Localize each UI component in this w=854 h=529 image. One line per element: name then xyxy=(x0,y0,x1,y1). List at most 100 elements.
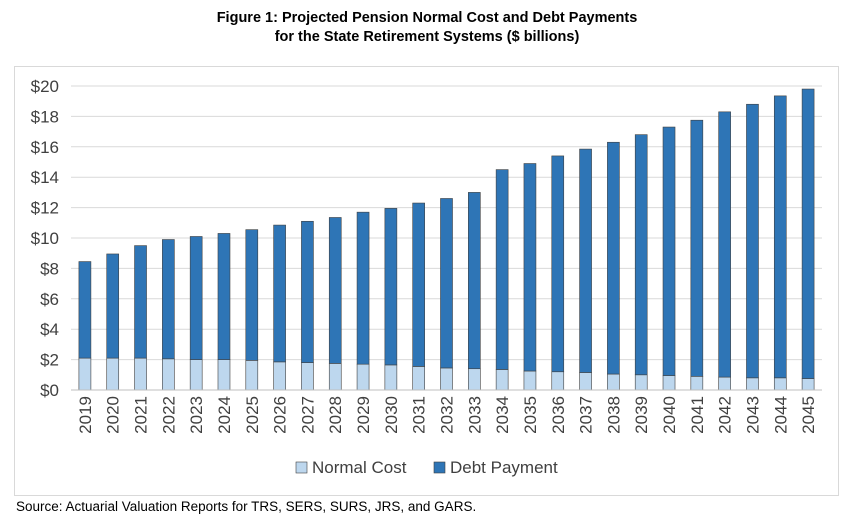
bar-normal-cost xyxy=(607,373,620,391)
bar-normal-cost xyxy=(801,378,815,391)
bar-debt-payment xyxy=(607,141,620,375)
bar-normal-cost xyxy=(356,363,370,391)
bar-normal-cost xyxy=(718,376,731,391)
bar-normal-cost xyxy=(495,369,509,391)
bar-normal-cost xyxy=(328,363,342,391)
bar-debt-payment xyxy=(245,229,259,361)
y-tick-label: $18 xyxy=(31,107,59,126)
bar-debt-payment xyxy=(189,236,203,360)
bar-normal-cost xyxy=(746,377,759,391)
bar-normal-cost xyxy=(690,376,704,391)
x-tick-label: 2040 xyxy=(660,396,679,434)
y-tick-label: $8 xyxy=(40,259,59,278)
bar-debt-payment xyxy=(356,211,370,365)
y-tick-label: $12 xyxy=(31,199,59,218)
bar-normal-cost xyxy=(245,360,259,391)
x-tick-label: 2039 xyxy=(632,396,651,434)
x-tick-label: 2023 xyxy=(187,396,206,434)
bar-normal-cost xyxy=(78,357,92,391)
x-tick-label: 2034 xyxy=(493,396,512,434)
x-tick-label: 2045 xyxy=(799,396,818,434)
y-tick-label: $16 xyxy=(31,138,59,157)
bar-debt-payment xyxy=(134,245,147,359)
bar-normal-cost xyxy=(551,371,565,391)
x-tick-label: 2024 xyxy=(215,396,234,434)
y-tick-label: $6 xyxy=(40,290,59,309)
bar-normal-cost xyxy=(301,362,314,391)
legend-swatch xyxy=(295,461,308,474)
bar-debt-payment xyxy=(551,155,565,373)
bar-debt-payment xyxy=(440,198,453,369)
legend-label: Normal Cost xyxy=(312,458,407,477)
x-tick-label: 2044 xyxy=(771,396,790,434)
bar-normal-cost xyxy=(662,375,676,391)
x-tick-label: 2031 xyxy=(410,396,429,434)
x-tick-label: 2027 xyxy=(298,396,317,434)
bar-normal-cost xyxy=(579,372,592,391)
bar-normal-cost xyxy=(773,377,787,391)
chart-subtitle: for the State Retirement Systems ($ bill… xyxy=(274,29,580,45)
x-tick-label: 2035 xyxy=(521,396,540,434)
bar-debt-payment xyxy=(468,192,481,370)
x-tick-label: 2025 xyxy=(243,396,262,434)
bar-normal-cost xyxy=(273,361,286,391)
bar-debt-payment xyxy=(523,163,537,372)
x-tick-label: 2043 xyxy=(743,396,762,434)
bar-debt-payment xyxy=(162,239,175,360)
chart-frame xyxy=(14,66,839,496)
bar-debt-payment xyxy=(106,253,120,359)
x-tick-label: 2038 xyxy=(604,396,623,434)
bar-normal-cost xyxy=(440,367,453,391)
bar-debt-payment xyxy=(718,111,731,378)
x-tick-label: 2029 xyxy=(354,396,373,434)
bar-normal-cost xyxy=(634,374,648,391)
y-tick-label: $4 xyxy=(40,320,59,339)
bar-debt-payment xyxy=(217,233,231,360)
bar-debt-payment xyxy=(801,88,815,379)
x-tick-label: 2030 xyxy=(382,396,401,434)
bar-debt-payment xyxy=(773,95,787,379)
y-tick-label: $0 xyxy=(40,381,59,400)
bar-normal-cost xyxy=(523,370,537,391)
y-tick-label: $14 xyxy=(31,168,59,187)
x-tick-label: 2019 xyxy=(76,396,95,434)
bar-debt-payment xyxy=(384,208,398,366)
x-tick-label: 2033 xyxy=(465,396,484,434)
bar-normal-cost xyxy=(217,359,231,391)
bar-debt-payment xyxy=(273,224,286,363)
bar-normal-cost xyxy=(134,357,147,391)
source-note: Source: Actuarial Valuation Reports for … xyxy=(16,499,477,514)
bar-debt-payment xyxy=(301,220,314,363)
bar-debt-payment xyxy=(634,134,648,376)
x-tick-label: 2037 xyxy=(577,396,596,434)
x-tick-label: 2036 xyxy=(549,396,568,434)
legend-swatch xyxy=(433,461,446,474)
legend-label: Debt Payment xyxy=(450,458,558,477)
x-tick-label: 2032 xyxy=(438,396,457,434)
y-tick-label: $20 xyxy=(31,77,59,96)
chart-title: Figure 1: Projected Pension Normal Cost … xyxy=(0,9,854,47)
bar-debt-payment xyxy=(690,119,704,377)
chart-title-line1: Figure 1: Projected Pension Normal Cost … xyxy=(216,10,638,26)
bar-debt-payment xyxy=(495,169,509,370)
x-tick-label: 2020 xyxy=(104,396,123,434)
bar-debt-payment xyxy=(579,148,592,373)
bar-normal-cost xyxy=(468,368,481,391)
x-tick-label: 2021 xyxy=(132,396,151,434)
x-tick-label: 2042 xyxy=(716,396,735,434)
bar-normal-cost xyxy=(384,364,398,391)
bar-debt-payment xyxy=(78,261,92,359)
bar-debt-payment xyxy=(412,202,425,367)
bar-debt-payment xyxy=(746,103,759,379)
y-tick-label: $10 xyxy=(31,229,59,248)
x-tick-label: 2022 xyxy=(159,396,178,434)
bar-normal-cost xyxy=(162,358,175,391)
x-tick-label: 2028 xyxy=(326,396,345,434)
bar-debt-payment xyxy=(662,126,676,376)
x-tick-label: 2026 xyxy=(271,396,290,434)
bar-normal-cost xyxy=(412,366,425,391)
bar-normal-cost xyxy=(189,359,203,391)
bar-normal-cost xyxy=(106,357,120,391)
x-tick-label: 2041 xyxy=(688,396,707,434)
